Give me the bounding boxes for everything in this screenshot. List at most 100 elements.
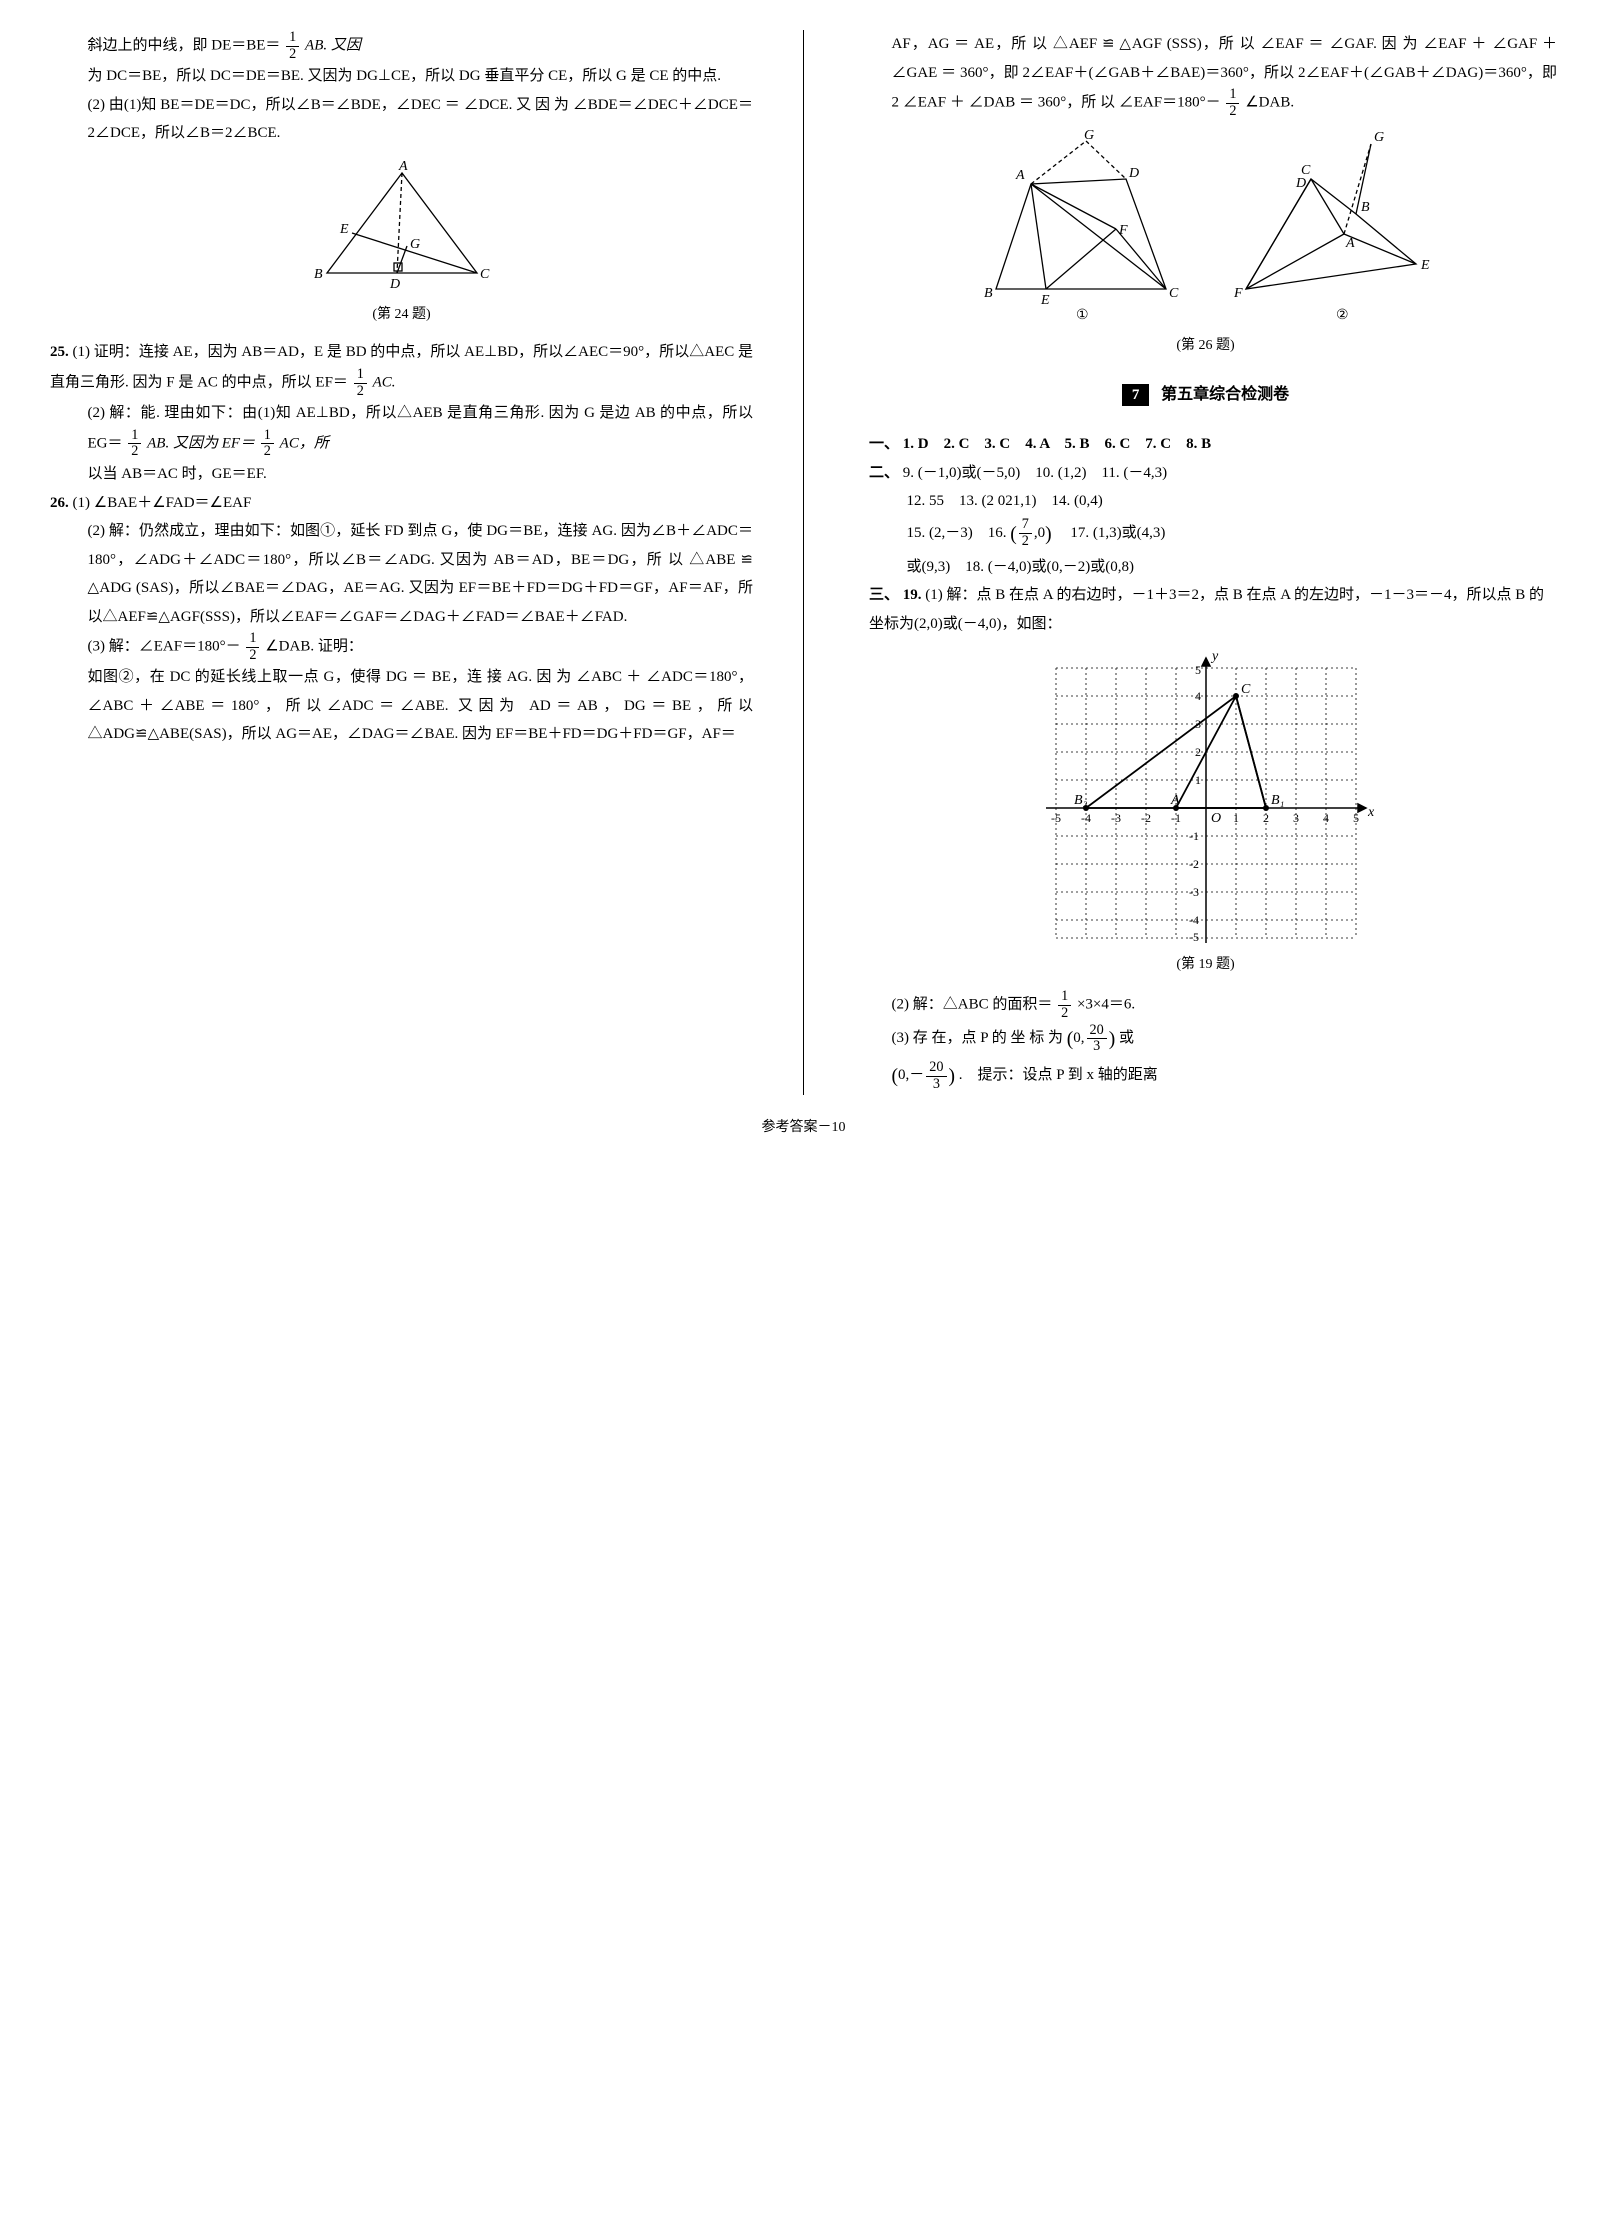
fraction-half: 12 bbox=[128, 428, 141, 460]
text: AB. 又因 bbox=[305, 38, 361, 54]
answer-row: 一、 1. D 2. C 3. C 4. A 5. B 6. C 7. C 8.… bbox=[869, 430, 1557, 459]
answer-text: 17. (1,3)或(4,3) bbox=[1055, 525, 1165, 541]
svg-text:-2: -2 bbox=[1189, 857, 1199, 871]
section-number-badge: 7 bbox=[1122, 384, 1150, 406]
svg-text:A: A bbox=[1345, 236, 1355, 251]
svg-text:G: G bbox=[410, 237, 420, 252]
svg-text:B: B bbox=[984, 286, 993, 301]
svg-text:5: 5 bbox=[1195, 663, 1201, 677]
fraction-20-3: 203 bbox=[926, 1060, 946, 1092]
paren: ( bbox=[1010, 524, 1017, 545]
svg-text:①: ① bbox=[1076, 308, 1089, 323]
svg-text:A: A bbox=[1015, 168, 1025, 183]
fraction-half: 12 bbox=[286, 30, 299, 62]
text: AC. bbox=[373, 375, 396, 391]
text: AF，AG ＝ AE，所 以 △AEF ≌ △AGF (SSS)，所 以 ∠EA… bbox=[892, 36, 1558, 111]
figure-26: A B C D E F G ① bbox=[854, 129, 1557, 360]
svg-text:2: 2 bbox=[1263, 811, 1269, 825]
fraction-half: 12 bbox=[1226, 87, 1239, 119]
svg-text:F: F bbox=[1233, 286, 1243, 301]
text: AC，所 bbox=[280, 435, 329, 451]
svg-text:-3: -3 bbox=[1189, 885, 1199, 899]
text: 或 bbox=[1119, 1030, 1134, 1046]
text: 斜边上的中线，即 DE＝BE＝ bbox=[88, 38, 281, 54]
text: ∠DAB. bbox=[1245, 95, 1294, 111]
svg-text:F: F bbox=[1118, 223, 1128, 238]
svg-text:O: O bbox=[1211, 811, 1221, 826]
svg-text:-5: -5 bbox=[1189, 930, 1199, 944]
text: (1) 证明：连接 AE，因为 AB＝AD，E 是 BD 的中点，所以 AE⊥B… bbox=[50, 344, 753, 390]
svg-text:E: E bbox=[339, 222, 349, 237]
svg-text:3: 3 bbox=[1195, 717, 1201, 731]
text-block: 如图②，在 DC 的延长线上取一点 G，使得 DG ＝ BE，连 接 AG. 因… bbox=[50, 663, 753, 749]
section-title: 第五章综合检测卷 bbox=[1161, 386, 1289, 403]
section-header: 7 第五章综合检测卷 bbox=[854, 380, 1557, 410]
answer-text: 1. D 2. C 3. C 4. A 5. B 6. C 7. C 8. B bbox=[903, 436, 1211, 452]
text-block: (2) 解：能. 理由如下：由(1)知 AE⊥BD，所以△AEB 是直角三角形.… bbox=[50, 399, 753, 460]
svg-text:5: 5 bbox=[1353, 811, 1359, 825]
answer-row: 或(9,3) 18. (－4,0)或(0,－2)或(0,8) bbox=[869, 553, 1557, 582]
fraction-7-2: 72 bbox=[1019, 517, 1032, 549]
svg-text:-5: -5 bbox=[1051, 811, 1061, 825]
paren: ( bbox=[1067, 1029, 1074, 1050]
svg-text:2: 2 bbox=[1195, 745, 1201, 759]
question-19: 三、 19. (1) 解：点 B 在点 A 的右边时，－1＋3＝2，点 B 在点… bbox=[869, 581, 1557, 638]
text: AB. 又因为 EF＝ bbox=[147, 435, 255, 451]
question-number: 26. bbox=[50, 495, 69, 511]
svg-text:-3: -3 bbox=[1111, 811, 1121, 825]
right-column: AF，AG ＝ AE，所 以 △AEF ≌ △AGF (SSS)，所 以 ∠EA… bbox=[854, 30, 1557, 1095]
page-footer: 参考答案－10 bbox=[50, 1115, 1557, 1142]
answer-text: 9. (－1,0)或(－5,0) 10. (1,2) 11. (－4,3) bbox=[903, 465, 1167, 481]
svg-text:1: 1 bbox=[1195, 773, 1201, 787]
text: (3) 解：∠EAF＝180°－ bbox=[88, 639, 241, 655]
svg-text:3: 3 bbox=[1293, 811, 1299, 825]
svg-text:-4: -4 bbox=[1081, 811, 1091, 825]
svg-text:y: y bbox=[1210, 649, 1219, 664]
fraction-half: 12 bbox=[261, 428, 274, 460]
svg-text:A: A bbox=[1170, 793, 1180, 808]
svg-text:B: B bbox=[314, 267, 323, 282]
fraction-20-3: 203 bbox=[1087, 1023, 1107, 1055]
svg-text:B: B bbox=[1361, 200, 1370, 215]
column-divider bbox=[803, 30, 804, 1095]
text-line: 斜边上的中线，即 DE＝BE＝ 12 AB. 又因 bbox=[50, 30, 753, 62]
text-block: 以当 AB＝AC 时，GE＝EF. bbox=[50, 460, 753, 489]
svg-text:E: E bbox=[1040, 293, 1050, 308]
text-block: (3) 解：∠EAF＝180°－ 12 ∠DAB. 证明： bbox=[50, 631, 753, 663]
svg-text:B₁: B₁ bbox=[1271, 793, 1284, 808]
svg-text:D: D bbox=[1295, 176, 1306, 191]
answer-row: 二、 9. (－1,0)或(－5,0) 10. (1,2) 11. (－4,3) bbox=[869, 459, 1557, 488]
text-block: (0,－203) . 提示：设点 P 到 x 轴的距离 bbox=[854, 1058, 1557, 1095]
question-25: 25. (1) 证明：连接 AE，因为 AB＝AD，E 是 BD 的中点，所以 … bbox=[50, 338, 753, 399]
figure-19: -5 -4 -3 -2 -1 1 2 3 4 5 1 2 3 4 5 -1 -2 bbox=[854, 648, 1557, 979]
section-label: 二、 bbox=[869, 465, 899, 481]
svg-text:4: 4 bbox=[1323, 811, 1329, 825]
svg-text:G: G bbox=[1374, 130, 1384, 145]
text-block: AF，AG ＝ AE，所 以 △AEF ≌ △AGF (SSS)，所 以 ∠EA… bbox=[854, 30, 1557, 119]
section-label: 三、 bbox=[869, 587, 899, 603]
section-label: 一、 bbox=[869, 436, 899, 452]
svg-text:G: G bbox=[1084, 129, 1094, 143]
answer-text: 15. (2,－3) 16. bbox=[907, 525, 1011, 541]
svg-text:-4: -4 bbox=[1189, 913, 1199, 927]
svg-text:4: 4 bbox=[1195, 689, 1201, 703]
answer-row: 15. (2,－3) 16. (72,0) 17. (1,3)或(4,3) bbox=[869, 516, 1557, 553]
svg-text:A: A bbox=[398, 159, 408, 174]
paren: ) bbox=[1045, 524, 1052, 545]
paren: ( bbox=[892, 1066, 899, 1087]
svg-text:-2: -2 bbox=[1141, 811, 1151, 825]
coordinate-grid-icon: -5 -4 -3 -2 -1 1 2 3 4 5 1 2 3 4 5 -1 -2 bbox=[1036, 648, 1376, 948]
svg-text:C: C bbox=[1241, 682, 1251, 697]
text: ×3×4＝6. bbox=[1077, 997, 1135, 1013]
text-block: (3) 存 在，点 P 的 坐 标 为 (0,203) 或 bbox=[854, 1021, 1557, 1058]
question-number: 19. bbox=[903, 587, 922, 603]
text-block: (2) 由(1)知 BE＝DE＝DC，所以∠B＝∠BDE，∠DEC ＝ ∠DCE… bbox=[50, 91, 753, 148]
svg-text:1: 1 bbox=[1233, 811, 1239, 825]
fraction-half: 12 bbox=[354, 367, 367, 399]
svg-text:C: C bbox=[480, 267, 490, 282]
text-block: (2) 解：仍然成立，理由如下：如图①，延长 FD 到点 G，使 DG＝BE，连… bbox=[50, 517, 753, 631]
svg-text:②: ② bbox=[1336, 308, 1349, 323]
figure-caption: (第 24 题) bbox=[50, 302, 753, 329]
triangle-diagram-icon: A B C D E G bbox=[302, 158, 502, 298]
text: (2) 解：△ABC 的面积＝ bbox=[892, 997, 1053, 1013]
